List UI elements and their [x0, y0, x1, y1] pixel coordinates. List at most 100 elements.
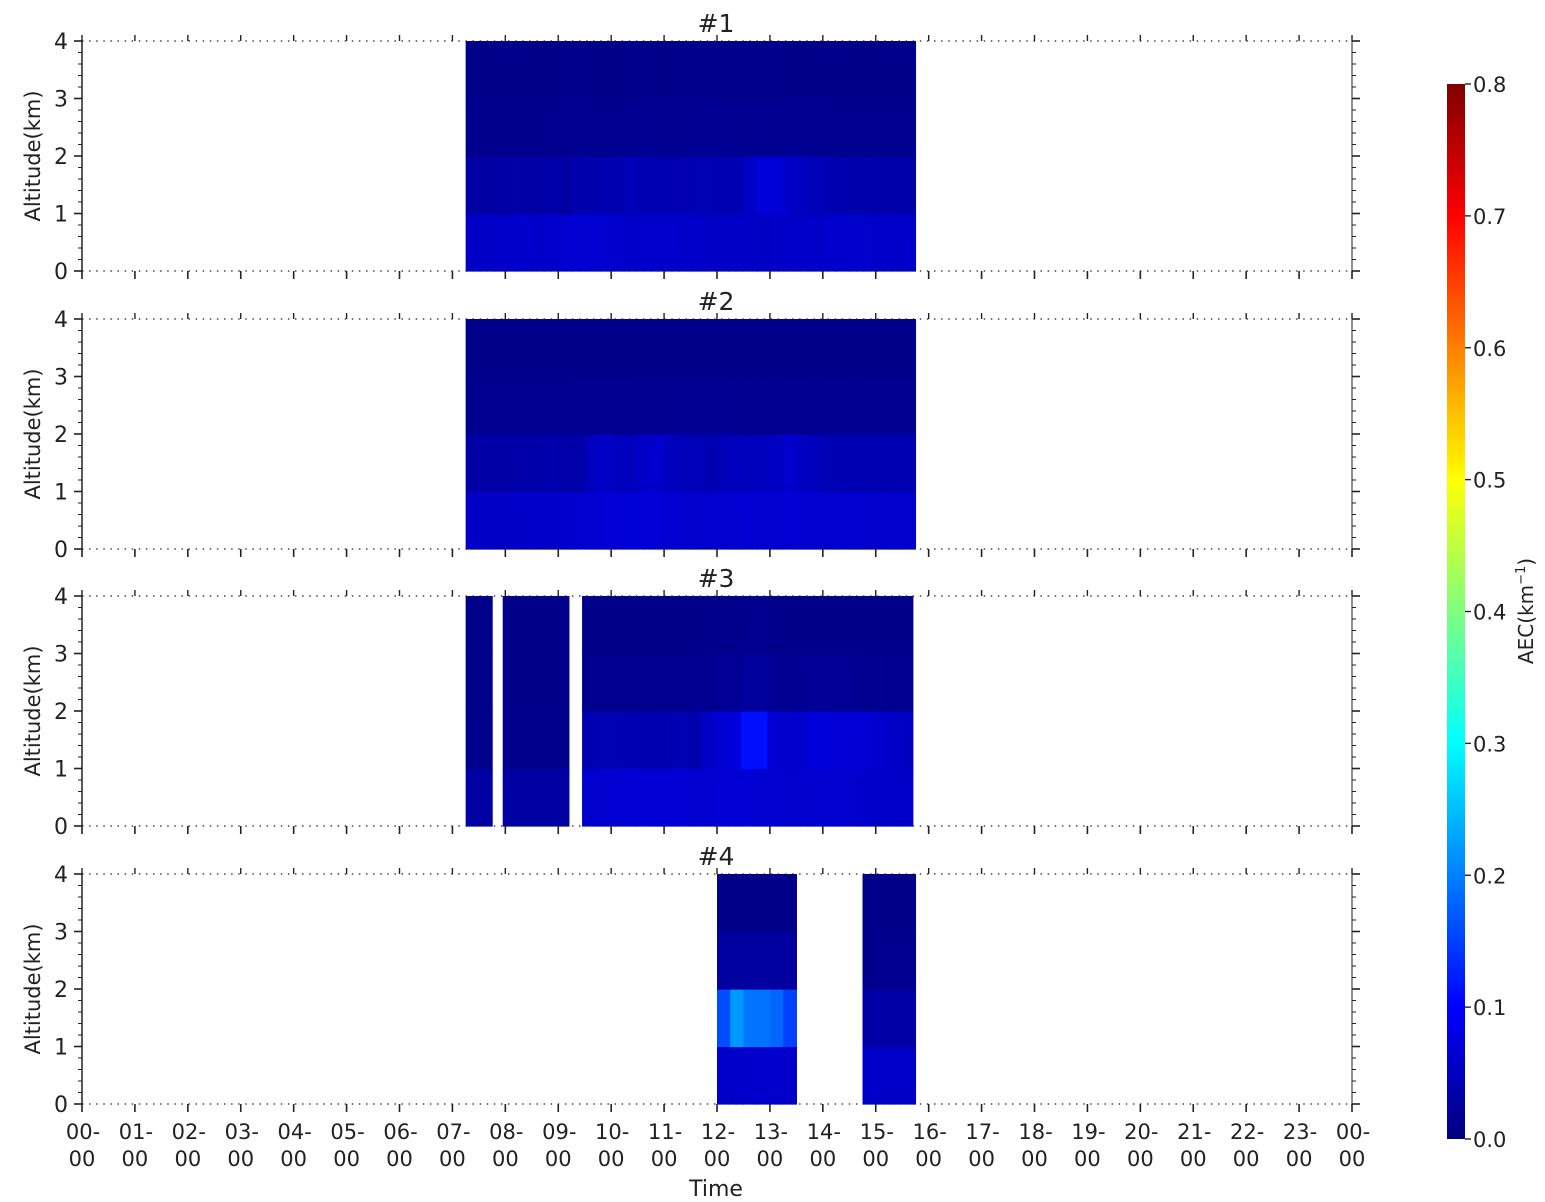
x-tick-label: 21-: [1177, 1120, 1211, 1144]
heatmap-cell: [558, 156, 573, 215]
colorbar-tick-label: 0.3: [1473, 732, 1506, 756]
y-tick-label: 2: [54, 978, 68, 1003]
heatmap-cell: [862, 156, 877, 215]
x-tick-label-line2: 00: [545, 1147, 572, 1171]
heatmap-cell: [862, 491, 877, 550]
heatmap-cell: [518, 376, 533, 435]
heatmap-cell: [862, 319, 877, 378]
heatmap-cell: [531, 319, 546, 378]
heatmap-cell: [687, 596, 702, 655]
heatmap-cell: [756, 98, 771, 157]
heatmap-cell: [584, 98, 599, 157]
heatmap-cell: [888, 376, 903, 435]
heatmap-cell: [888, 931, 917, 990]
heatmap-cell: [754, 768, 768, 827]
heatmap-cell: [492, 376, 506, 435]
heatmap-cell: [690, 376, 705, 435]
x-tick-label-line2: 00: [333, 1147, 360, 1171]
heatmap-cell: [465, 491, 480, 550]
heatmap-cell: [836, 213, 850, 272]
x-tick-label-line2: 00: [809, 1147, 836, 1171]
heatmap-cell: [873, 653, 887, 712]
heatmap-cell: [875, 98, 890, 157]
heatmap-cell: [558, 319, 573, 378]
heatmap-cell: [611, 98, 625, 157]
x-tick-label: 00-: [1336, 1120, 1370, 1144]
heatmap-cell: [492, 98, 506, 157]
heatmap-cell: [465, 41, 480, 100]
heatmap-cell: [796, 98, 811, 157]
heatmap-cell: [703, 156, 718, 215]
heatmap-cell: [690, 41, 705, 100]
panel-title: #3: [698, 564, 735, 593]
heatmap-cell: [862, 874, 890, 933]
heatmap-cell: [862, 989, 890, 1048]
heatmap-cell: [888, 874, 917, 933]
heatmap-cell: [740, 653, 755, 712]
heatmap-cell: [902, 98, 917, 157]
heatmap-cell: [875, 41, 890, 100]
x-tick-label: 20-: [1124, 1120, 1158, 1144]
heatmap-cell: [531, 376, 546, 435]
heatmap-cell: [624, 41, 639, 100]
heatmap-cell: [637, 319, 652, 378]
heatmap-cell: [767, 711, 782, 770]
colorbar-gradient: [1447, 84, 1465, 1139]
heatmap-cell: [611, 434, 625, 493]
x-tick-label: 19-: [1071, 1120, 1105, 1144]
heatmap-cell: [743, 874, 758, 933]
heatmap-cell: [674, 653, 689, 712]
heatmap-cell: [717, 874, 731, 933]
heatmap-cell: [727, 653, 742, 712]
heatmap-cell: [687, 768, 702, 827]
heatmap-cell: [809, 376, 824, 435]
x-tick-label: 09-: [542, 1120, 576, 1144]
heatmap-cell: [859, 653, 874, 712]
heatmap-cell: [677, 319, 692, 378]
heatmap-cell: [862, 41, 877, 100]
heatmap-cell: [584, 41, 599, 100]
heatmap-cell: [558, 491, 573, 550]
x-tick-label-line2: 00: [651, 1147, 678, 1171]
heatmap-cell: [584, 376, 599, 435]
heatmap-cell: [875, 491, 890, 550]
heatmap-cell: [730, 874, 745, 933]
heatmap-cell: [846, 653, 861, 712]
heatmap-cell: [465, 213, 480, 272]
heatmap-cell: [650, 156, 665, 215]
heatmap-cell: [664, 156, 678, 215]
heatmap-cell: [730, 376, 745, 435]
heatmap-cell: [846, 596, 861, 655]
heatmap-cell: [717, 1046, 731, 1105]
x-tick-label: 02-: [172, 1120, 206, 1144]
x-tick-label: 11-: [648, 1120, 682, 1144]
x-tick-label: 16-: [913, 1120, 947, 1144]
heatmap-cell: [621, 596, 636, 655]
heatmap-cell: [899, 711, 914, 770]
heatmap-cell: [531, 156, 546, 215]
heatmap-cell: [492, 156, 506, 215]
heatmap-cell: [571, 434, 586, 493]
heatmap-cell: [650, 213, 665, 272]
y-tick-label: 3: [54, 921, 68, 946]
heatmap-cell: [624, 376, 639, 435]
heatmap-cell: [862, 376, 877, 435]
heatmap-cell: [650, 376, 665, 435]
heatmap-cell: [806, 711, 821, 770]
heatmap-cell: [875, 213, 890, 272]
x-tick-label-line2: 00: [439, 1147, 466, 1171]
heatmap-cell: [624, 213, 639, 272]
heatmap-cell: [740, 768, 755, 827]
heatmap-cell: [690, 491, 705, 550]
heatmap-cell: [780, 768, 795, 827]
heatmap-cell: [717, 376, 731, 435]
heatmap-cell: [783, 989, 797, 1048]
heatmap-cell: [690, 434, 705, 493]
heatmap-cell: [820, 711, 835, 770]
heatmap-cell: [769, 1046, 784, 1105]
heatmap-cell: [756, 41, 771, 100]
y-tick-label: 1: [54, 203, 68, 228]
heatmap-cell: [717, 989, 731, 1048]
x-tick-label: 04-: [278, 1120, 312, 1144]
heatmap-cell: [902, 213, 917, 272]
